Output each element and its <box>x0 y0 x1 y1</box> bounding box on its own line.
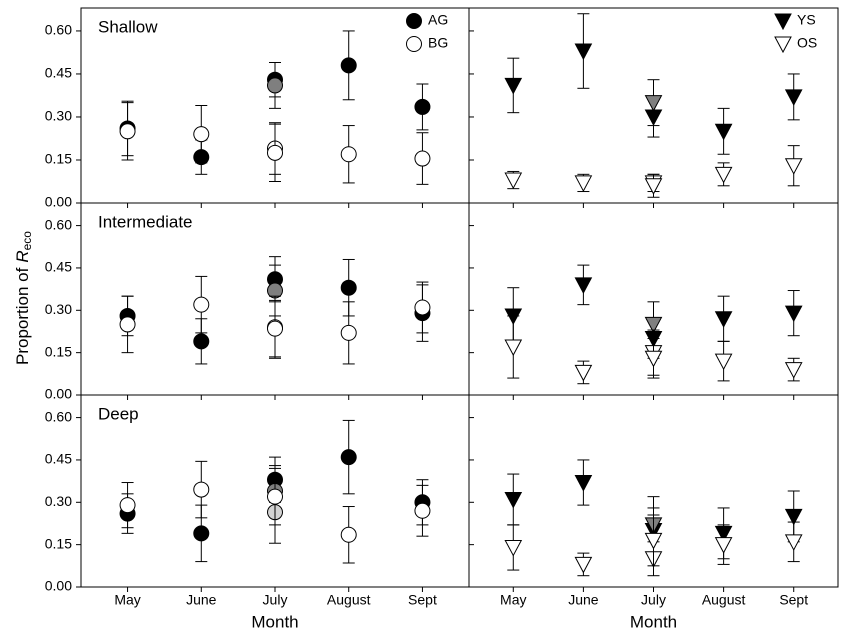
y-tick-label: 0.15 <box>45 343 72 359</box>
x-tick-label: May <box>500 592 526 608</box>
marker <box>267 320 283 337</box>
marker <box>504 539 523 557</box>
y-tick-label: 0.45 <box>45 451 72 467</box>
marker <box>340 279 357 296</box>
x-tick-label: August <box>702 592 746 608</box>
x-tick-label: May <box>114 592 140 608</box>
x-axis-label: Month <box>630 612 677 631</box>
marker <box>119 123 136 140</box>
marker <box>504 77 523 95</box>
marker <box>504 339 523 357</box>
y-tick-label: 0.45 <box>45 65 72 81</box>
x-tick-label: Sept <box>408 592 437 608</box>
marker <box>574 175 593 192</box>
marker <box>784 158 803 175</box>
panel-title: Deep <box>98 404 139 423</box>
marker <box>574 277 593 294</box>
y-tick-label: 0.30 <box>45 301 72 317</box>
y-tick-label: 0.00 <box>45 578 72 594</box>
y-tick-label: 0.30 <box>45 493 72 509</box>
x-tick-label: July <box>641 592 666 608</box>
y-tick-label: 0.15 <box>45 535 72 551</box>
marker <box>714 353 733 371</box>
y-tick-label: 0.15 <box>45 151 72 167</box>
marker <box>119 316 136 333</box>
y-axis-label-symbol: R <box>13 250 32 262</box>
marker <box>574 43 593 61</box>
marker <box>574 556 593 574</box>
legend-marker <box>406 36 422 52</box>
y-axis-label-subscript: eco <box>20 231 34 251</box>
panel-title: Shallow <box>98 17 158 36</box>
marker <box>267 77 283 94</box>
legend-marker <box>406 13 422 29</box>
marker <box>340 324 357 341</box>
y-axis-label-text: Proportion of <box>13 267 32 365</box>
marker <box>784 508 803 526</box>
marker <box>340 146 357 163</box>
marker <box>784 362 803 379</box>
marker <box>574 475 593 492</box>
y-tick-label: 0.45 <box>45 259 72 275</box>
marker <box>644 350 663 368</box>
marker <box>784 534 803 551</box>
marker <box>644 532 663 550</box>
x-tick-label: July <box>263 592 288 608</box>
marker <box>119 497 136 514</box>
x-tick-label: June <box>186 592 217 608</box>
x-axis-label: Month <box>251 612 298 631</box>
marker <box>714 123 733 141</box>
marker <box>340 57 357 74</box>
marker <box>340 449 357 466</box>
marker <box>784 89 803 106</box>
legend-label: OS <box>797 35 817 51</box>
marker <box>504 491 523 509</box>
marker <box>574 364 593 382</box>
marker <box>340 526 357 543</box>
marker <box>714 166 733 184</box>
y-tick-label: 0.60 <box>45 408 72 424</box>
y-axis-label: Proportion of Reco <box>13 231 34 365</box>
marker <box>193 481 210 498</box>
marker <box>267 488 283 505</box>
legend-label: BG <box>428 35 448 51</box>
marker <box>714 311 733 328</box>
marker <box>193 333 210 350</box>
y-tick-label: 0.60 <box>45 216 72 232</box>
legend-marker <box>774 13 792 31</box>
marker <box>644 316 663 334</box>
marker <box>414 150 431 167</box>
panel-title: Intermediate <box>98 212 193 231</box>
marker <box>714 537 733 554</box>
x-tick-label: August <box>327 592 371 608</box>
marker <box>644 178 663 195</box>
y-tick-label: 0.00 <box>45 194 72 210</box>
marker <box>784 305 803 323</box>
marker <box>504 172 523 190</box>
legend-label: YS <box>797 12 816 28</box>
marker <box>193 126 210 143</box>
x-tick-label: June <box>568 592 599 608</box>
marker <box>193 296 210 313</box>
y-tick-label: 0.00 <box>45 386 72 402</box>
marker <box>644 95 663 112</box>
legend-label: AG <box>428 12 448 28</box>
marker <box>414 299 431 316</box>
marker <box>267 144 283 161</box>
x-tick-label: Sept <box>779 592 808 608</box>
y-tick-label: 0.30 <box>45 108 72 124</box>
legend-marker <box>774 36 792 54</box>
marker <box>414 98 431 115</box>
marker <box>193 525 210 542</box>
marker <box>414 502 431 519</box>
y-tick-label: 0.60 <box>45 22 72 38</box>
